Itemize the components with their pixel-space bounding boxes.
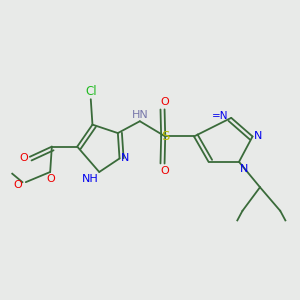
Text: Cl: Cl (85, 85, 97, 98)
Text: O: O (160, 166, 169, 176)
Text: O: O (46, 174, 55, 184)
Text: O: O (20, 154, 28, 164)
Text: NH: NH (82, 174, 98, 184)
Text: =N: =N (212, 111, 229, 121)
Text: HN: HN (131, 110, 148, 119)
Text: N: N (240, 164, 249, 173)
Text: S: S (161, 130, 170, 143)
Text: N: N (254, 131, 262, 142)
Text: O: O (14, 179, 22, 190)
Text: N: N (121, 154, 130, 164)
Text: O: O (160, 97, 169, 107)
